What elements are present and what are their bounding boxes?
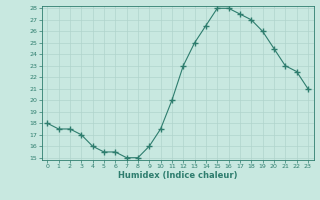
X-axis label: Humidex (Indice chaleur): Humidex (Indice chaleur) xyxy=(118,171,237,180)
